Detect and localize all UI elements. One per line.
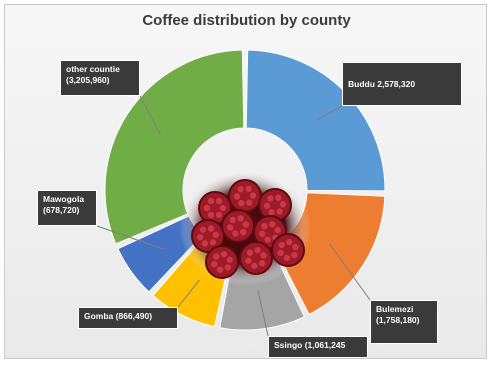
cherry xyxy=(264,203,270,209)
cherry xyxy=(275,195,281,201)
cherry xyxy=(226,257,232,263)
cherry xyxy=(251,263,257,269)
data-label-gomba: Gomba (866,490) xyxy=(78,307,178,329)
cherry xyxy=(269,221,275,227)
cherry xyxy=(200,227,206,233)
cherry xyxy=(286,239,292,245)
data-label-buddu: Buddu 2,578,320 xyxy=(342,62,462,106)
cherry xyxy=(227,224,233,230)
coffee-cherries-image xyxy=(179,170,311,286)
cherry xyxy=(216,212,222,218)
cherry xyxy=(245,186,251,192)
data-label-other-countie: other countie (3,205,960) xyxy=(60,60,140,96)
cherry xyxy=(234,193,240,199)
cherry xyxy=(247,250,253,256)
cherry xyxy=(261,223,267,229)
cherry xyxy=(291,252,297,258)
cherry xyxy=(217,267,223,273)
cherry xyxy=(204,205,210,211)
cherry xyxy=(230,217,236,223)
cherry xyxy=(260,252,266,258)
cherry xyxy=(268,209,274,215)
cherry xyxy=(211,261,217,267)
cherry xyxy=(238,200,244,206)
cherry xyxy=(276,208,282,214)
cherry xyxy=(259,260,265,266)
cherry xyxy=(254,247,260,253)
cherry xyxy=(243,221,249,227)
cherry xyxy=(267,195,273,201)
cherry xyxy=(232,230,238,236)
cherry xyxy=(237,186,243,192)
cherry xyxy=(208,212,214,218)
data-label-bulemezi: Bulemezi (1,758,180) xyxy=(370,300,438,344)
cherry-cluster xyxy=(272,234,304,266)
cherry xyxy=(279,242,285,248)
cherry-cluster xyxy=(240,242,272,274)
cherry xyxy=(275,227,281,233)
cherry xyxy=(208,198,214,204)
cherry xyxy=(220,205,226,211)
cherry xyxy=(210,239,216,245)
cherry xyxy=(221,251,227,257)
cherry xyxy=(225,264,231,270)
cherry xyxy=(216,198,222,204)
data-label-ssingo: Ssingo (1,061,245 xyxy=(268,336,368,358)
cherry-cluster xyxy=(206,246,238,278)
cherry xyxy=(213,232,219,238)
cherry xyxy=(202,240,208,246)
cherry xyxy=(240,229,246,235)
cherry xyxy=(245,257,251,263)
cherry xyxy=(213,253,219,259)
cherry xyxy=(292,244,298,250)
cherry xyxy=(280,201,286,207)
data-label-mawogola: Mawogola (678,720) xyxy=(37,190,97,226)
cherry xyxy=(265,236,271,242)
cherry xyxy=(277,250,283,256)
cherry xyxy=(237,215,243,221)
cherry xyxy=(259,231,265,237)
cherry-cluster xyxy=(229,180,261,212)
cherry xyxy=(250,192,256,198)
cherry xyxy=(208,225,214,231)
cherry xyxy=(197,234,203,240)
cherry-cluster xyxy=(222,210,254,242)
cherry xyxy=(246,200,252,206)
cherry xyxy=(284,255,290,261)
